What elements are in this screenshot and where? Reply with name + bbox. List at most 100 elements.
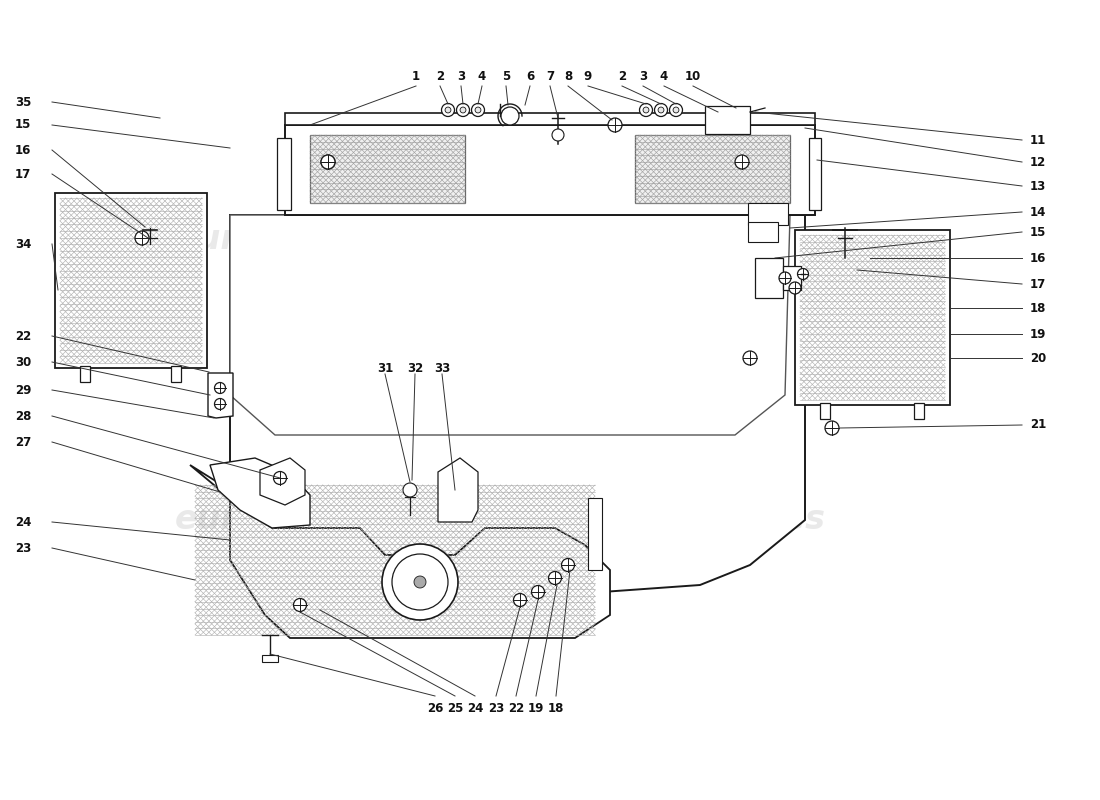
Circle shape <box>321 155 336 169</box>
Text: 16: 16 <box>1030 251 1046 265</box>
Circle shape <box>735 155 749 169</box>
Text: 9: 9 <box>584 70 592 82</box>
Text: 3: 3 <box>639 70 647 82</box>
Polygon shape <box>260 458 305 505</box>
Bar <box>170 366 182 382</box>
Text: 32: 32 <box>407 362 424 374</box>
Text: 8: 8 <box>564 70 572 82</box>
Text: 30: 30 <box>15 355 31 369</box>
Circle shape <box>403 483 417 497</box>
Circle shape <box>742 351 757 365</box>
Text: eurospares: eurospares <box>615 223 825 257</box>
Text: 4: 4 <box>660 70 668 82</box>
Circle shape <box>274 471 286 485</box>
Bar <box>285 113 815 125</box>
Circle shape <box>414 576 426 588</box>
Bar <box>80 366 90 382</box>
Circle shape <box>639 103 652 117</box>
Polygon shape <box>230 215 790 435</box>
Bar <box>783 266 801 290</box>
Bar <box>748 203 788 225</box>
Text: Lamborghini: Lamborghini <box>470 315 530 325</box>
Text: 34: 34 <box>15 238 32 250</box>
Text: 1: 1 <box>411 70 420 82</box>
Circle shape <box>789 282 801 294</box>
Polygon shape <box>438 458 478 522</box>
Circle shape <box>460 107 466 113</box>
Text: 23: 23 <box>488 702 504 714</box>
Circle shape <box>472 103 484 117</box>
Circle shape <box>135 231 149 245</box>
Circle shape <box>552 129 564 141</box>
Circle shape <box>214 398 225 410</box>
Text: 3: 3 <box>456 70 465 82</box>
Text: 31: 31 <box>377 362 393 374</box>
Text: 7: 7 <box>546 70 554 82</box>
Circle shape <box>825 421 839 435</box>
Circle shape <box>608 118 622 132</box>
Text: 35: 35 <box>15 95 32 109</box>
Circle shape <box>658 107 664 113</box>
Bar <box>588 498 602 570</box>
Circle shape <box>654 103 668 117</box>
Text: 14: 14 <box>1030 206 1046 218</box>
Text: 6: 6 <box>526 70 535 82</box>
Bar <box>285 125 815 215</box>
Circle shape <box>531 586 544 598</box>
Text: eurospares: eurospares <box>175 503 385 537</box>
Text: 24: 24 <box>15 515 32 529</box>
Bar <box>748 222 778 242</box>
Circle shape <box>475 107 481 113</box>
Circle shape <box>321 155 336 169</box>
Text: 18: 18 <box>1030 302 1046 314</box>
Text: 16: 16 <box>15 143 32 157</box>
Polygon shape <box>210 458 310 528</box>
Text: 29: 29 <box>15 383 32 397</box>
Circle shape <box>673 107 679 113</box>
Circle shape <box>644 107 649 113</box>
Circle shape <box>456 103 470 117</box>
Circle shape <box>798 269 808 279</box>
Text: Lamborghini: Lamborghini <box>519 330 581 340</box>
Text: 17: 17 <box>1030 278 1046 290</box>
Bar <box>795 230 950 405</box>
Text: 19: 19 <box>528 702 544 714</box>
Text: 4: 4 <box>477 70 486 82</box>
Polygon shape <box>230 215 805 600</box>
Circle shape <box>294 598 307 611</box>
Circle shape <box>670 103 682 117</box>
Circle shape <box>561 558 574 571</box>
Text: 17: 17 <box>15 167 31 181</box>
Text: 5: 5 <box>502 70 510 82</box>
Polygon shape <box>208 373 233 418</box>
Text: 33: 33 <box>433 362 450 374</box>
Text: eurospares: eurospares <box>615 503 825 537</box>
Circle shape <box>514 594 527 606</box>
Text: 26: 26 <box>427 702 443 714</box>
Bar <box>310 135 465 203</box>
Text: eurospares: eurospares <box>175 223 385 257</box>
Bar <box>55 193 207 368</box>
Bar <box>277 138 292 210</box>
Text: 11: 11 <box>1030 134 1046 146</box>
Text: 2: 2 <box>436 70 444 82</box>
Bar <box>755 258 783 298</box>
Circle shape <box>392 554 448 610</box>
Text: 24: 24 <box>466 702 483 714</box>
Circle shape <box>214 382 225 394</box>
Bar <box>808 138 821 210</box>
Circle shape <box>382 544 458 620</box>
Circle shape <box>446 107 451 113</box>
Text: 18: 18 <box>548 702 564 714</box>
Circle shape <box>549 571 561 585</box>
Text: 22: 22 <box>508 702 524 714</box>
Text: 28: 28 <box>15 410 32 422</box>
Text: 23: 23 <box>15 542 31 554</box>
Text: 25: 25 <box>447 702 463 714</box>
Bar <box>262 655 278 662</box>
Bar <box>635 135 790 203</box>
Text: 15: 15 <box>15 118 32 131</box>
Bar <box>705 106 750 134</box>
Bar <box>820 403 830 419</box>
Text: 13: 13 <box>1030 179 1046 193</box>
